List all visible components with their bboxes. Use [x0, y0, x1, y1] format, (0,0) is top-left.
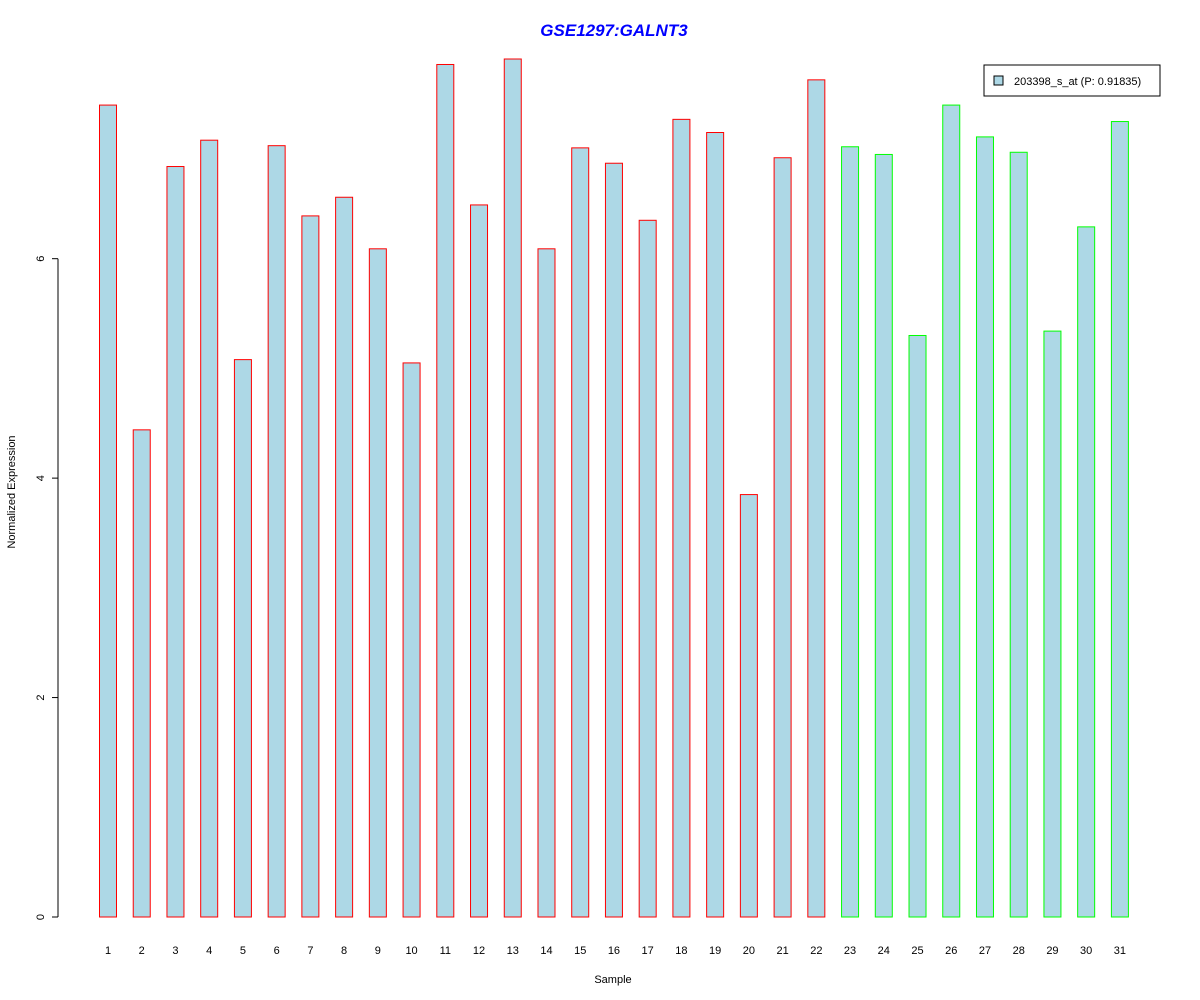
bar [166, 166, 185, 918]
x-tick-label: 1 [105, 945, 111, 957]
bar [132, 429, 151, 918]
bar [537, 248, 556, 918]
x-tick-label: 23 [844, 945, 856, 957]
x-tick-label: 7 [307, 945, 313, 957]
bar [368, 248, 387, 918]
chart-title: GSE1297:GALNT3 [540, 21, 688, 40]
bar [200, 139, 219, 918]
x-tick-label: 27 [979, 945, 991, 957]
x-tick-label: 16 [608, 945, 620, 957]
y-tick-label: 0 [35, 914, 47, 920]
bar [436, 63, 455, 918]
x-tick-label: 21 [776, 945, 788, 957]
y-axis: 0 2 4 6 [35, 256, 59, 920]
bar [604, 162, 623, 918]
bar [1009, 151, 1028, 918]
bar [874, 153, 893, 918]
legend-swatch [993, 75, 1004, 86]
bar [571, 147, 590, 918]
x-tick-label: 18 [675, 945, 687, 957]
bar [942, 104, 961, 918]
bar [1077, 226, 1096, 918]
x-tick-label: 5 [240, 945, 246, 957]
bar [672, 118, 691, 918]
x-axis-label: Sample [594, 974, 631, 986]
bar [975, 136, 994, 918]
y-tick-label: 4 [35, 475, 47, 481]
x-tick-label: 19 [709, 945, 721, 957]
bar [908, 334, 927, 918]
bar [301, 215, 320, 918]
bar [1043, 330, 1062, 918]
x-tick-label: 26 [945, 945, 957, 957]
x-tick-label: 17 [642, 945, 654, 957]
bar [638, 219, 657, 918]
x-tick-label: 14 [540, 945, 552, 957]
x-tick-label: 3 [172, 945, 178, 957]
bar [706, 132, 725, 918]
bar [503, 58, 522, 918]
bar [99, 104, 117, 918]
bar [470, 204, 489, 918]
x-tick-label: 2 [139, 945, 145, 957]
x-tick-label: 20 [743, 945, 755, 957]
x-tick-label: 8 [341, 945, 347, 957]
bar [773, 157, 792, 918]
x-tick-label: 11 [440, 945, 451, 957]
x-tick-label: 31 [1114, 945, 1126, 957]
bars [99, 58, 1129, 918]
bar [841, 146, 860, 918]
y-axis-label: Normalized Expression [6, 435, 18, 548]
bar [1110, 121, 1129, 918]
bar [233, 359, 252, 918]
x-tick-label: 4 [206, 945, 212, 957]
legend-label: 203398_s_at (P: 0.91835) [1014, 76, 1141, 88]
bar [267, 145, 286, 918]
x-tick-label: 22 [810, 945, 822, 957]
x-tick-label: 9 [375, 945, 381, 957]
y-tick-label: 2 [35, 695, 47, 701]
x-tick-label: 12 [473, 945, 485, 957]
y-tick-label: 6 [35, 256, 47, 262]
bar [335, 196, 354, 918]
x-tick-label: 25 [911, 945, 923, 957]
legend: 203398_s_at (P: 0.91835) [983, 64, 1161, 97]
x-tick-label: 13 [507, 945, 519, 957]
bar [807, 79, 826, 918]
x-tick-label: 28 [1013, 945, 1025, 957]
x-tick-label: 24 [878, 945, 890, 957]
bar [739, 494, 758, 918]
x-tick-label: 10 [405, 945, 417, 957]
x-tick-label: 30 [1080, 945, 1092, 957]
x-tick-label: 29 [1046, 945, 1058, 957]
bar [402, 362, 421, 918]
legend-box [983, 64, 1161, 97]
x-axis: 1 2 3 4 5 6 7 8 9 10 11 12 13 14 15 16 17 18 19 20 21 22 23 24 2… [105, 945, 1126, 957]
x-tick-label: 15 [574, 945, 586, 957]
x-tick-label: 6 [274, 945, 280, 957]
